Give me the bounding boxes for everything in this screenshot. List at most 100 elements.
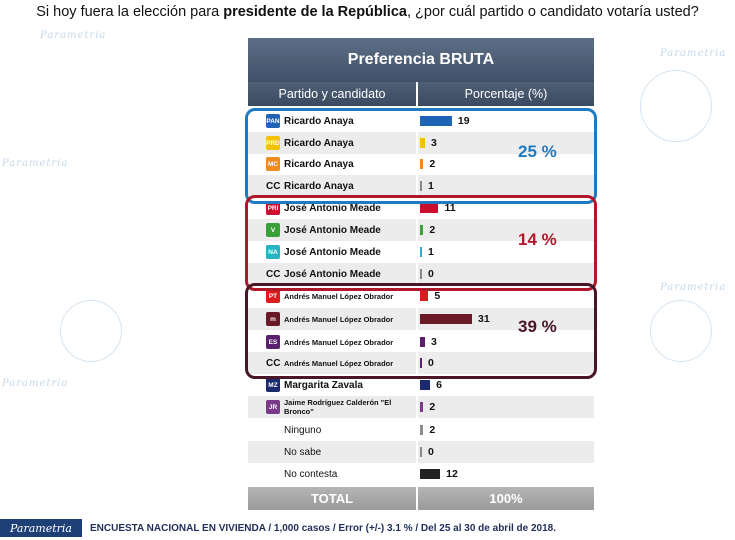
column-separator — [416, 308, 418, 330]
data-label: 2 — [429, 424, 436, 436]
watermark-text: Parametria — [2, 158, 69, 169]
candidate-label: Andrés Manuel López Obrador — [284, 291, 394, 301]
data-bar — [420, 138, 426, 148]
watermark-circle — [650, 300, 712, 362]
column-separator — [416, 153, 418, 175]
group-total-label: 39 % — [518, 317, 557, 336]
table-row: Ninguno 2 — [248, 419, 594, 441]
data-bar — [420, 447, 422, 457]
question-text-bold: presidente de la República — [223, 4, 407, 20]
column-separator — [416, 352, 418, 374]
data-label: 2 — [429, 401, 436, 413]
candidate-label: Ricardo Anaya — [284, 137, 354, 149]
total-label: TOTAL — [248, 487, 418, 510]
watermark-circle — [60, 300, 122, 362]
table-row: V José Antonio Meade 2 — [248, 219, 594, 241]
table-row: PT Andrés Manuel López Obrador 5 — [248, 285, 594, 307]
column-separator — [416, 263, 418, 285]
data-label: 0 — [428, 268, 434, 280]
column-separator — [416, 374, 418, 396]
table-row: CC José Antonio Meade 0 — [248, 263, 594, 285]
data-label: 0 — [428, 446, 434, 458]
data-label: 2 — [429, 224, 436, 236]
question-text-end: , ¿por cuál partido o candidato votaría … — [406, 4, 699, 20]
watermark-text: Parametria — [40, 30, 107, 41]
column-separator — [416, 441, 418, 463]
party-logo-icon: PRD — [266, 136, 280, 150]
group-total-label: 14 % — [518, 230, 557, 249]
column-separator — [416, 219, 418, 241]
column-header-party: Partido y candidato — [248, 82, 418, 106]
table-row: MC Ricardo Anaya 2 — [248, 153, 594, 175]
candidate-group-outline — [245, 195, 597, 291]
party-logo-icon: PT — [266, 289, 280, 303]
party-logo-icon: MC — [266, 157, 280, 171]
data-label: 11 — [444, 202, 456, 214]
data-bar — [420, 159, 424, 169]
party-logo-icon: m — [266, 312, 280, 326]
data-bar — [420, 181, 422, 191]
footer-bar: Parametria ENCUESTA NACIONAL EN VIVIENDA… — [0, 519, 735, 540]
table-row: CC Andrés Manuel López Obrador 0 — [248, 352, 594, 374]
table-row: CC Ricardo Anaya 1 — [248, 175, 594, 197]
column-separator — [416, 331, 418, 353]
table-row: ES Andrés Manuel López Obrador 3 — [248, 331, 594, 353]
party-logo-icon: ES — [266, 335, 280, 349]
data-label: 6 — [436, 379, 442, 391]
data-bar — [420, 269, 422, 279]
data-label: 2 — [429, 158, 436, 170]
coalition-label: CC — [266, 268, 281, 280]
party-logo-icon: NA — [266, 245, 280, 259]
data-label: 19 — [457, 115, 470, 127]
group-total-label: 25 % — [518, 142, 557, 161]
party-logo-icon: PRI — [266, 201, 280, 215]
data-label: 3 — [431, 137, 437, 149]
column-separator — [416, 241, 418, 263]
candidate-label: Jaime Rodríguez Calderón "El Bronco" — [284, 398, 392, 416]
watermark-text: Parametria — [2, 378, 69, 389]
column-separator — [416, 285, 418, 307]
column-separator — [416, 175, 418, 197]
candidate-label: Andrés Manuel López Obrador — [284, 337, 394, 347]
data-label: 31 — [478, 313, 490, 325]
data-bar — [420, 425, 424, 435]
data-bar — [420, 225, 424, 235]
data-label: 3 — [431, 336, 437, 348]
data-label: 1 — [428, 180, 434, 192]
candidate-label: José Antonio Meade — [284, 224, 381, 236]
column-separator — [416, 419, 418, 441]
data-bar — [420, 380, 431, 390]
candidate-label: Ninguno — [284, 424, 322, 436]
candidate-label: Ricardo Anaya — [284, 158, 354, 170]
party-logo-icon: PAN — [266, 114, 280, 128]
watermark-text: Parametria — [660, 48, 727, 59]
data-label: 12 — [446, 468, 458, 480]
candidate-group-outline — [245, 108, 597, 204]
data-bar — [420, 247, 422, 257]
candidate-label: Andrés Manuel López Obrador — [284, 358, 394, 368]
column-separator — [416, 132, 418, 154]
candidate-label: Ricardo Anaya — [284, 115, 354, 127]
table-row: PRI José Antonio Meade 11 — [248, 197, 594, 219]
parametria-logo: Parametria — [0, 519, 82, 537]
watermark-text: Parametria — [660, 282, 727, 293]
party-logo-icon: MZ — [266, 378, 280, 392]
preference-table: Preferencia BRUTA Partido y candidato Po… — [245, 38, 597, 510]
data-bar — [420, 314, 472, 324]
table-row: MZ Margarita Zavala 6 — [248, 374, 594, 396]
candidate-label: Margarita Zavala — [284, 379, 363, 391]
party-logo-icon: V — [266, 223, 280, 237]
coalition-label: CC — [266, 357, 281, 369]
data-bar — [420, 203, 439, 213]
total-value: 100% — [489, 491, 523, 506]
coalition-label: CC — [266, 180, 281, 192]
data-label: 5 — [434, 290, 441, 302]
candidate-label: Andrés Manuel López Obrador — [284, 314, 394, 324]
data-label: 0 — [428, 357, 434, 369]
question-text-start: Si hoy fuera la elección para — [36, 4, 224, 20]
survey-question: Si hoy fuera la elección para presidente… — [0, 4, 735, 20]
data-bar — [420, 116, 452, 126]
candidate-label: No contesta — [284, 468, 338, 480]
candidate-label: Ricardo Anaya — [284, 180, 354, 192]
data-bar — [420, 358, 422, 368]
